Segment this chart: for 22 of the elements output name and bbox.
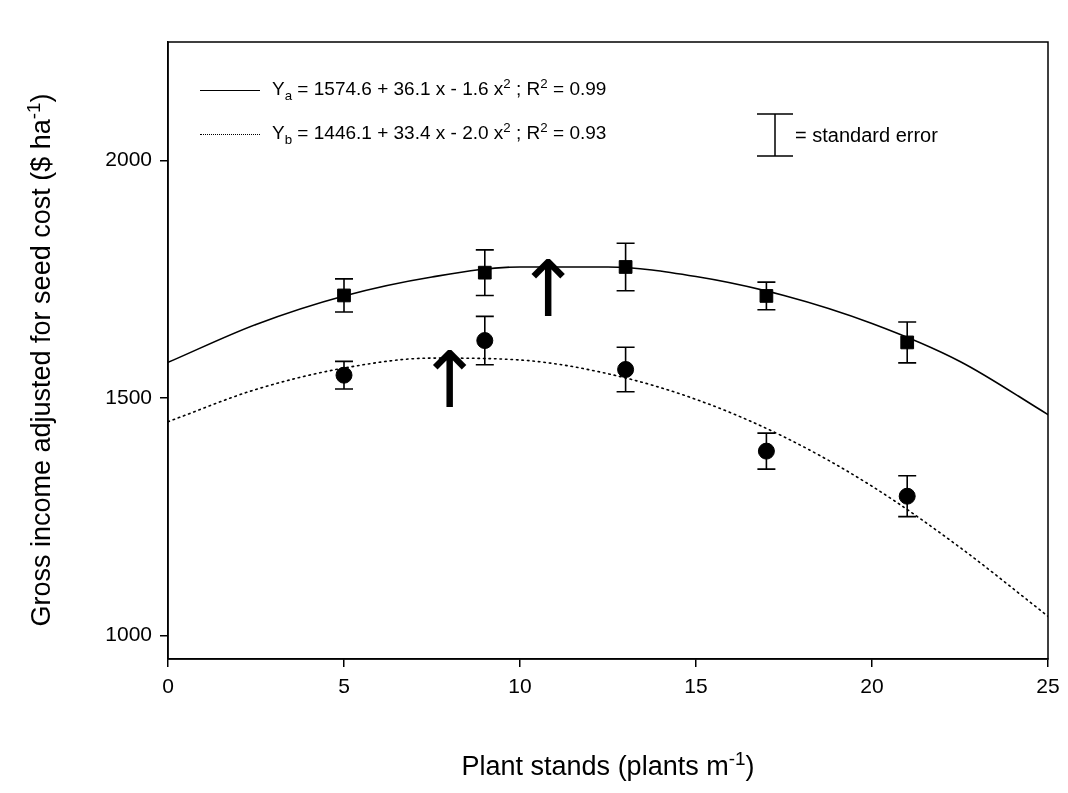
legend-label: Y$_{a}$ = 1574.6 + 36.1 x - 1.6 x$^{2}$ ; R$^{2}$ = 0.99: [272, 76, 607, 104]
point: [617, 360, 635, 378]
point: [900, 335, 915, 350]
annotation: = standard error: [795, 123, 938, 147]
legend-label: Y$_{b}$ = 1446.1 + 33.4 x - 2.0 x$^{2}$ ; R$^{2}$ = 0.93: [272, 120, 607, 148]
y-tick-label: 1000: [105, 622, 152, 646]
x-axis-title: Plant stands (plants m$^{-1}$): [461, 748, 755, 782]
x-tick-label: 0: [162, 674, 174, 698]
point: [477, 265, 492, 280]
x-tick-label: 10: [508, 674, 532, 698]
point: [759, 289, 774, 303]
annotation: ↑: [416, 335, 483, 426]
point: [757, 442, 775, 460]
x-tick-label: 25: [1036, 674, 1060, 698]
x-tick-label: 20: [860, 674, 884, 698]
x-tick-label: 5: [338, 674, 350, 698]
point: [337, 288, 351, 303]
y-tick-label: 2000: [105, 147, 152, 171]
y-tick-label: 1500: [105, 384, 152, 408]
annotation: ↑: [515, 244, 581, 335]
x-tick-label: 15: [684, 674, 708, 698]
point: [618, 260, 633, 274]
